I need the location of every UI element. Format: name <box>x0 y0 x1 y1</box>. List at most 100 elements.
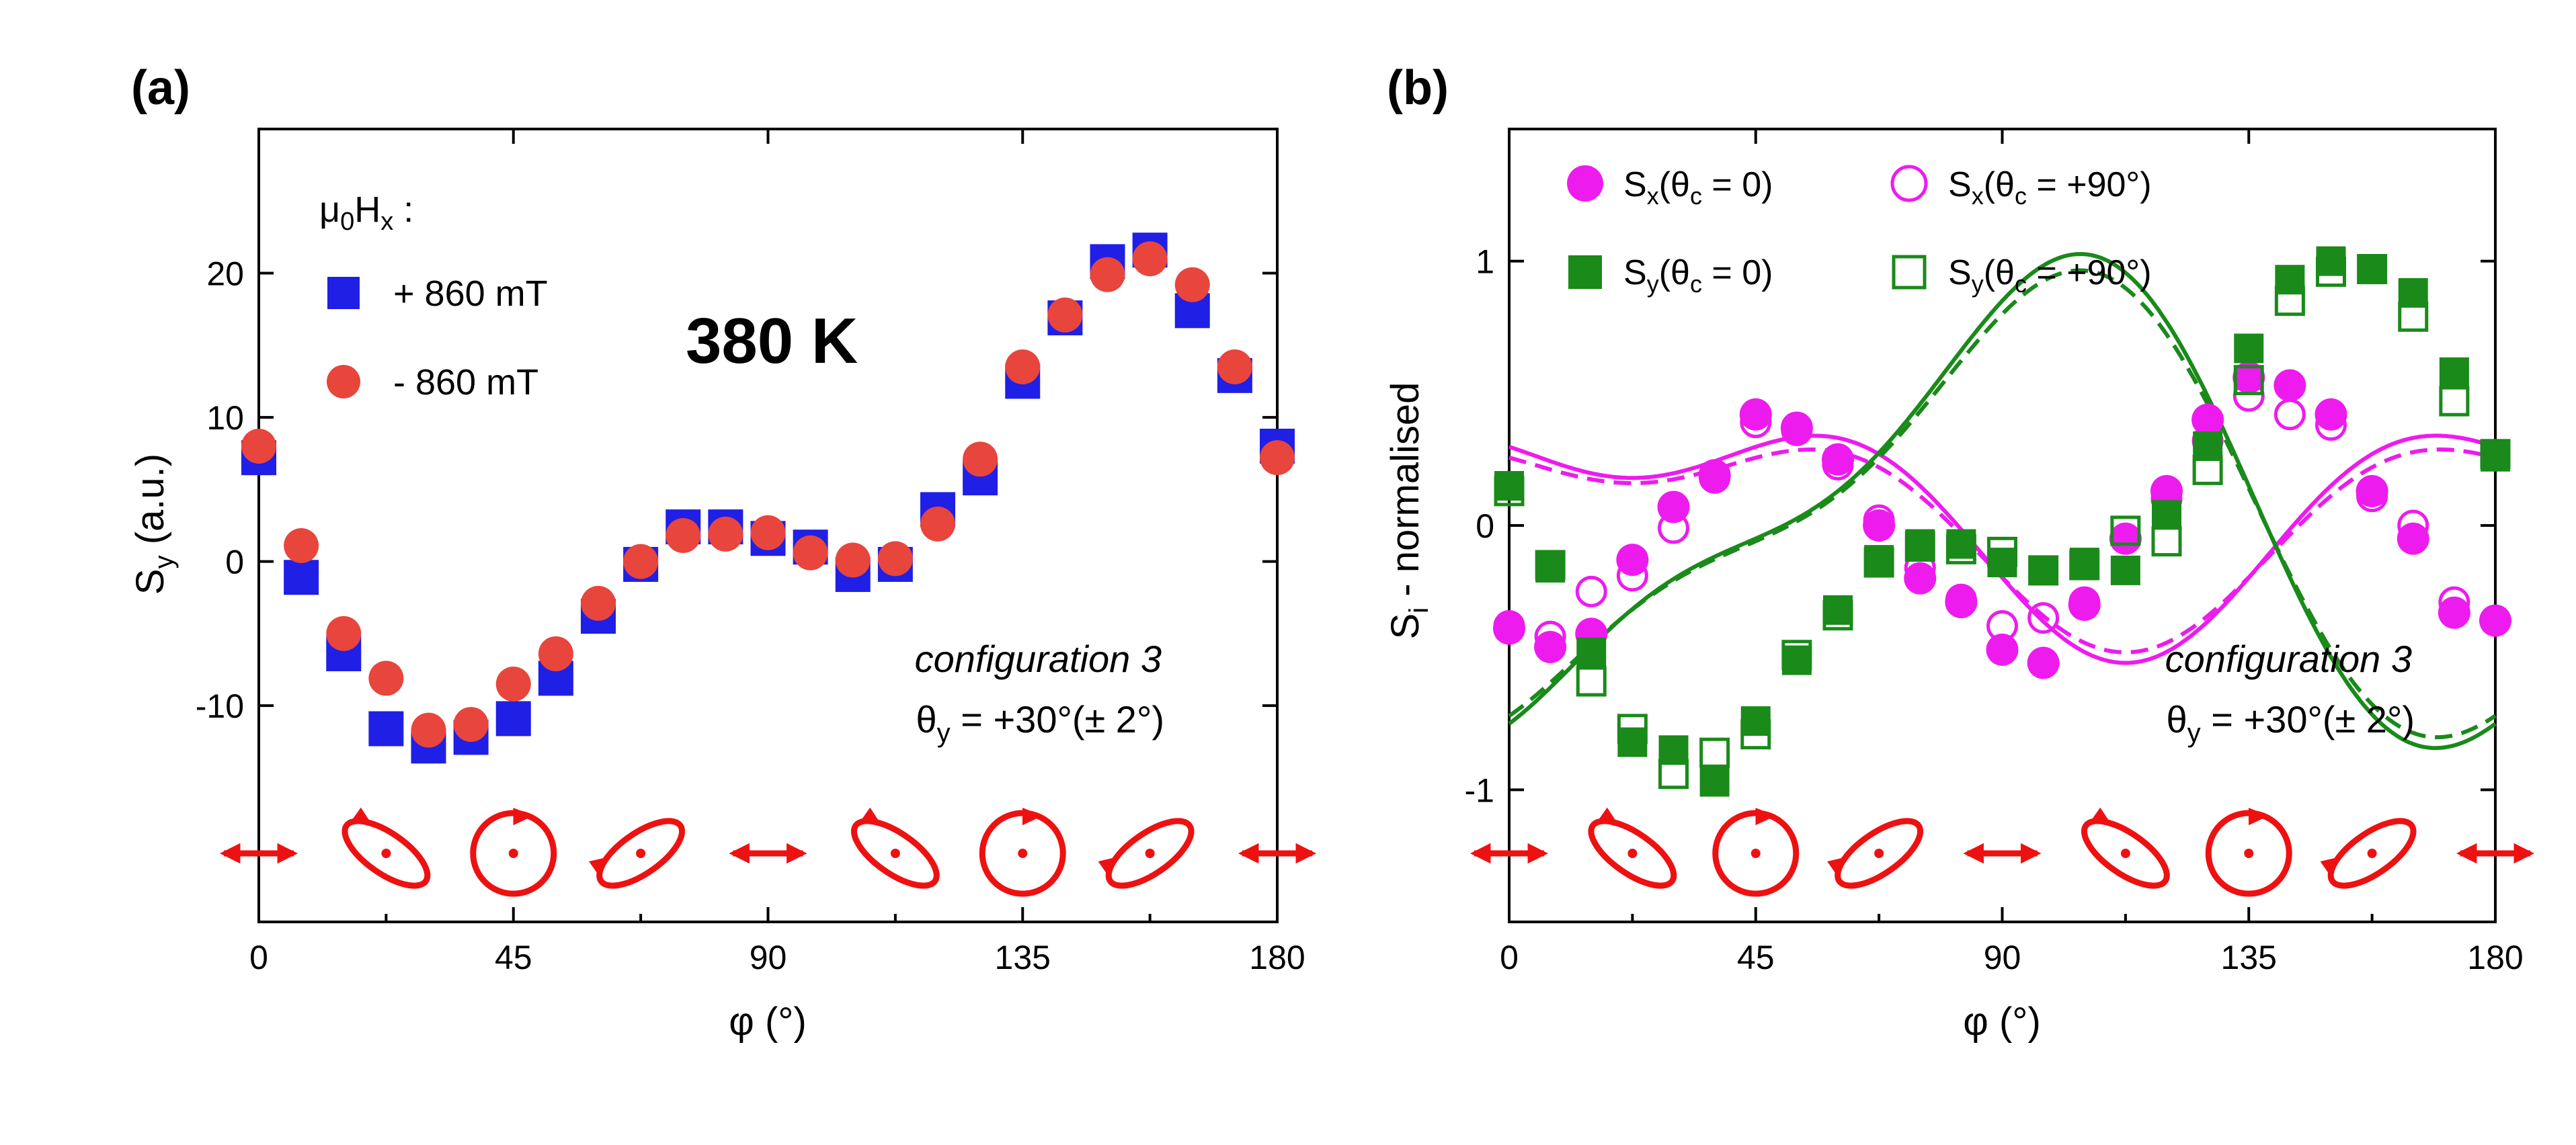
b-series-3-point-13 <box>2028 555 2059 586</box>
a-series-1-point-15 <box>877 541 913 577</box>
b-series-3-point-8 <box>1822 600 1853 631</box>
panel-b-legend-sx-0: Sx(θc = 0) <box>1623 165 1773 210</box>
a-series-1-point-1 <box>284 528 319 564</box>
a-series-1-point-23 <box>1217 349 1252 384</box>
panel-a-polarization-icons <box>219 807 1317 897</box>
a-xtick-label-90: 90 <box>750 939 787 976</box>
b-series-1-point-9 <box>1863 504 1895 536</box>
b-xtick-label-0: 0 <box>1500 939 1519 976</box>
panel-b-fits <box>1508 252 2497 751</box>
a-series-1-point-20 <box>1090 257 1125 292</box>
b-series-1-point-20 <box>2315 409 2347 441</box>
b-series-1-point-11 <box>1945 583 1977 616</box>
a-series-1-point-3 <box>368 661 404 696</box>
b-series-3-point-15 <box>2110 515 2141 546</box>
b-series-3-point-4 <box>1658 759 1689 790</box>
panel-b-points <box>1493 246 2511 797</box>
b-series-3-point-20 <box>2316 256 2346 287</box>
a-series-1-point-6 <box>495 667 531 702</box>
a-series-1-point-5 <box>453 707 489 743</box>
b-series-2-point-23 <box>2439 357 2469 387</box>
b-polarization-circle-icon-6 <box>2205 808 2292 897</box>
b-xtick-label-90: 90 <box>1984 939 2021 976</box>
b-series-2-point-21 <box>2357 254 2387 284</box>
a-series-1-point-21 <box>1132 241 1168 277</box>
b-series-2-point-7 <box>1781 645 1812 675</box>
a-series-0-point-1 <box>284 560 319 595</box>
a-polarization-circle-icon-2 <box>470 808 557 897</box>
a-series-1-point-17 <box>963 441 998 477</box>
a-series-1-point-11 <box>708 516 743 552</box>
a-series-1-point-2 <box>326 616 362 651</box>
a-series-0-point-3 <box>368 711 404 747</box>
a-ytick-label-10: 10 <box>206 399 244 437</box>
b-fit-curve-1 <box>1508 447 2496 654</box>
b-series-3-point-17 <box>2192 454 2223 485</box>
panel-b-legend-marker-sx-filled <box>1567 165 1603 202</box>
b-series-3-point-24 <box>2480 439 2511 470</box>
b-series-1-point-1 <box>1534 620 1566 652</box>
panel-a-theta-label: θy = +30°(± 2°) <box>916 698 1165 748</box>
a-series-1-point-13 <box>793 535 828 570</box>
b-series-0-point-1 <box>1534 630 1567 663</box>
b-series-0-point-20 <box>2315 398 2347 431</box>
b-polarization-ellipse-right-icon-7 <box>2320 818 2417 889</box>
b-series-2-point-16 <box>2152 500 2181 530</box>
a-series-1-point-4 <box>411 712 446 748</box>
a-series-1-point-24 <box>1260 440 1295 476</box>
b-series-0-point-6 <box>1739 398 1772 431</box>
b-xtick-label-45: 45 <box>1737 939 1775 976</box>
panel-b-legend-marker-sy-open <box>1892 255 1927 290</box>
b-xtick-label-180: 180 <box>2467 939 2523 976</box>
panel-b-legend-sy-0: Sy(θc = 0) <box>1623 253 1773 298</box>
panel-b-label: (b) <box>1387 61 1449 115</box>
a-series-0-point-6 <box>495 701 531 736</box>
b-series-2-point-20 <box>2316 246 2346 276</box>
b-series-0-point-19 <box>2273 369 2306 402</box>
panel-a-temperature-label: 380 K <box>686 305 858 377</box>
panel-a-points <box>241 232 1295 764</box>
b-polarization-ellipse-left-icon-5 <box>2081 807 2170 889</box>
b-series-3-point-22 <box>2398 301 2429 332</box>
b-series-1-point-13 <box>2027 602 2060 634</box>
a-xtick-label-180: 180 <box>1249 939 1305 976</box>
b-series-2-point-18 <box>2234 333 2264 364</box>
panel-b-xlabel: φ (°) <box>1963 1000 2041 1044</box>
b-series-1-point-22 <box>2397 509 2429 542</box>
a-series-1-point-0 <box>241 429 276 464</box>
panel-a-ylabel: Sy (a.u.) <box>128 454 179 595</box>
a-polarization-ellipse-right-icon-3 <box>589 818 686 889</box>
panel-a-legend-entry-minus: - 860 mT <box>393 362 538 402</box>
a-series-1-point-18 <box>1005 349 1041 384</box>
panel-b-config-label: configuration 3 <box>2165 638 2412 680</box>
b-series-0-point-12 <box>1986 633 2019 666</box>
b-series-2-point-13 <box>2028 555 2058 585</box>
b-series-3-point-14 <box>2069 550 2100 581</box>
b-series-1-point-18 <box>2232 380 2265 412</box>
b-series-3-point-9 <box>1863 547 1894 578</box>
a-series-1-point-12 <box>750 515 786 550</box>
b-series-2-point-5 <box>1699 767 1730 797</box>
b-series-2-point-8 <box>1823 595 1853 625</box>
panel-a-label: (a) <box>131 61 190 115</box>
b-series-1-point-24 <box>2479 605 2511 637</box>
b-series-1-point-21 <box>2356 480 2388 513</box>
b-series-3-point-10 <box>1904 531 1935 562</box>
b-series-3-point-7 <box>1781 640 1812 671</box>
a-xtick-label-0: 0 <box>249 939 268 976</box>
panel-a-xlabel: φ (°) <box>729 1000 807 1044</box>
b-series-0-point-13 <box>2027 646 2060 679</box>
b-series-3-point-11 <box>1945 534 1976 564</box>
a-series-1-point-9 <box>623 544 659 579</box>
b-series-3-point-0 <box>1494 476 1525 507</box>
panel-b-ticks: 0 45 90 135 180 -1 0 1 <box>1465 129 2524 976</box>
a-polarization-circle-icon-6 <box>979 808 1066 897</box>
b-series-3-point-3 <box>1617 714 1648 745</box>
a-series-1-point-14 <box>835 542 871 578</box>
b-series-3-point-16 <box>2151 526 2182 557</box>
a-ytick-label-20: 20 <box>206 255 244 293</box>
b-series-0-point-3 <box>1616 544 1649 577</box>
b-series-0-point-15 <box>2109 522 2142 555</box>
